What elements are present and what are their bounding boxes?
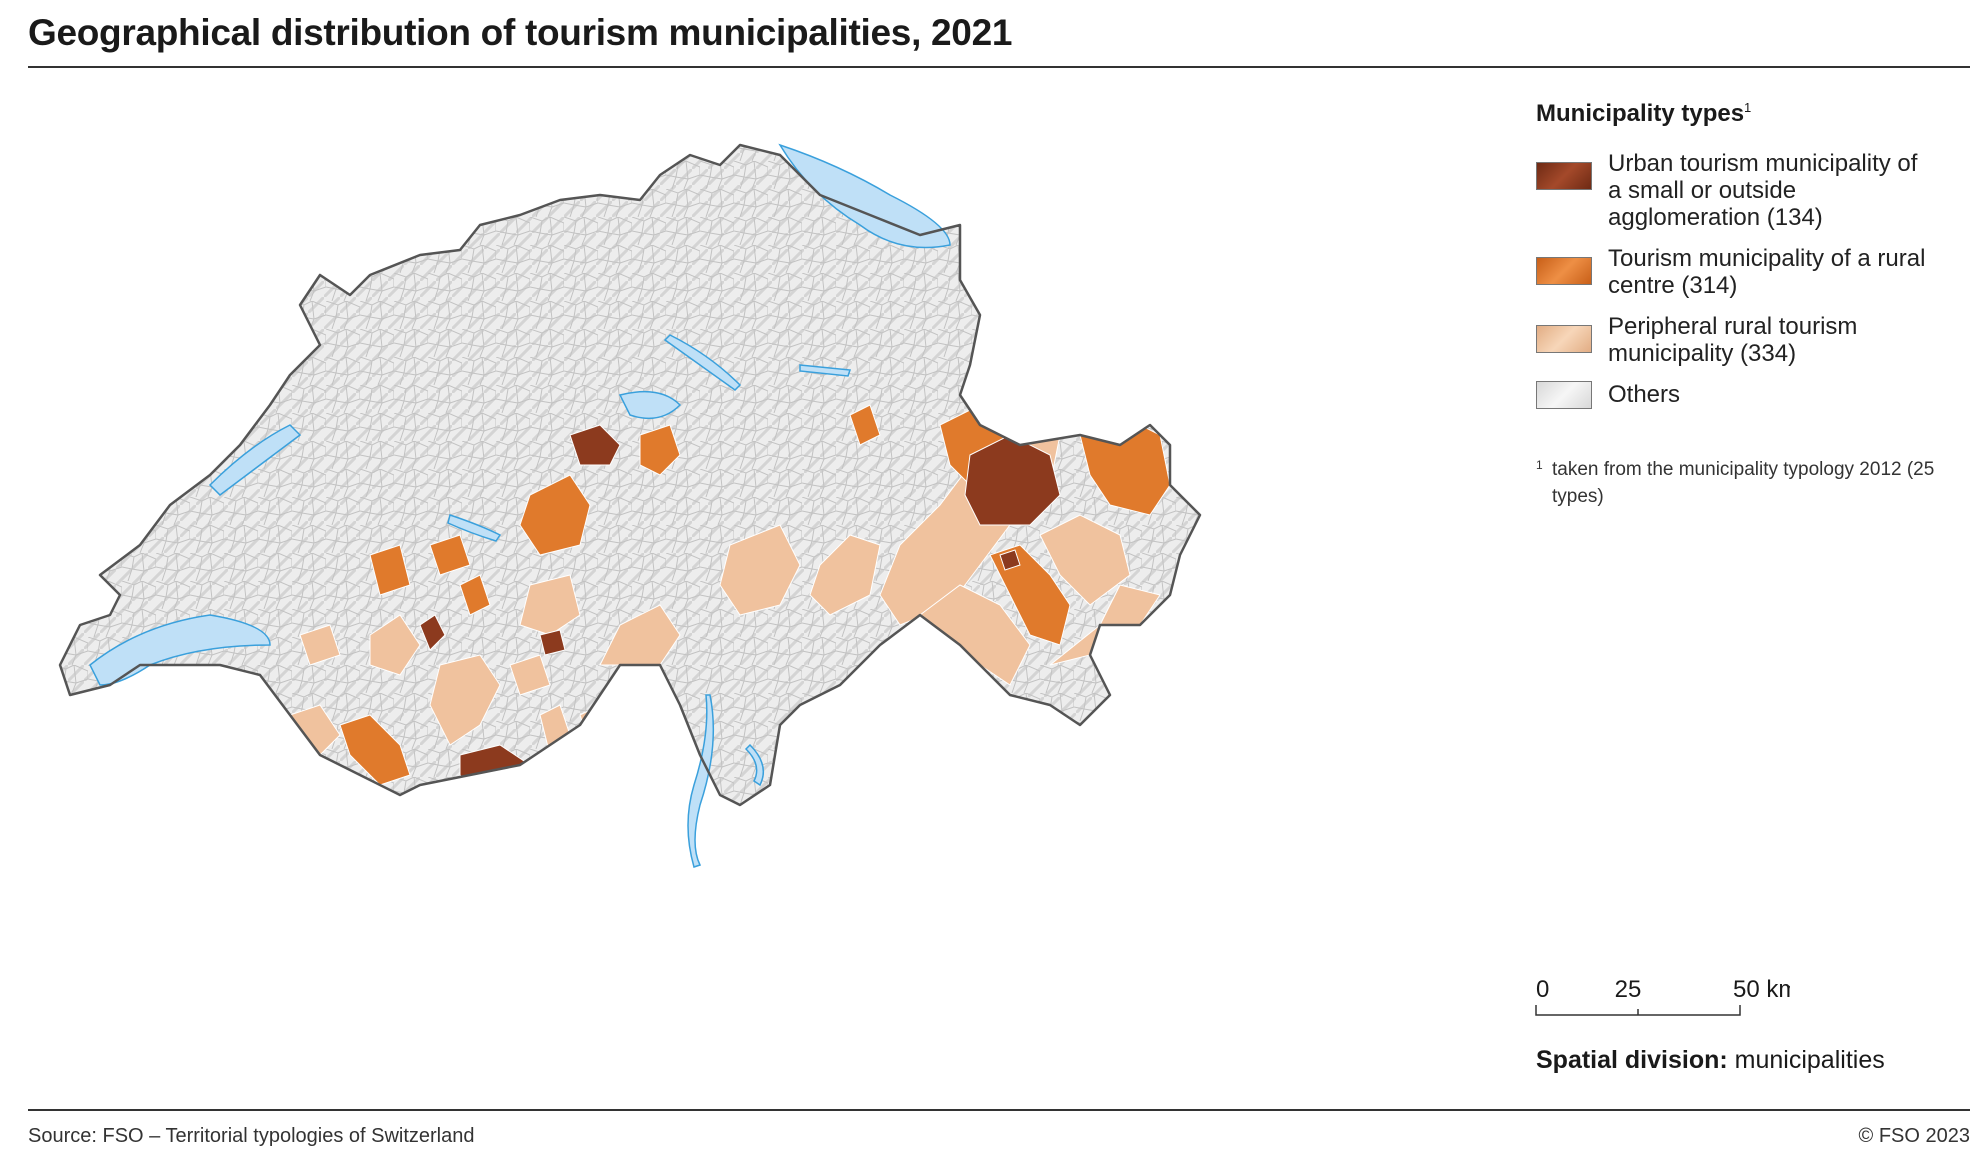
tourism-peripheral-areas [289, 404, 1161, 756]
legend-item-peripheral: Peripheral rural tourism municipality (3… [1536, 313, 1976, 367]
lake-thun [447, 514, 502, 542]
lake-neuchatel [208, 424, 302, 496]
switzerland-map [58, 143, 1202, 868]
national-border [58, 143, 1202, 807]
footnote-text: taken from the municipality typology 201… [1552, 459, 1935, 507]
source-note: Source: FSO – Territorial typologies of … [28, 1125, 475, 1147]
lake-walen [799, 364, 852, 377]
tourism-rural-centre-areas [339, 404, 1171, 786]
footnote-mark: 1 [1536, 458, 1543, 472]
scale-label-50: 50 km [1733, 976, 1790, 1003]
scale-label-0: 0 [1536, 976, 1549, 1003]
spatial-division: Spatial division: municipalities [1536, 1046, 1885, 1075]
scale-bar: 0 25 50 km [1535, 976, 1790, 1016]
footer-divider [28, 1109, 1970, 1111]
legend-item-urban: Urban tourism municipality of a small or… [1536, 150, 1976, 231]
legend-label-rural-centre: Tourism municipality of a rural centre (… [1608, 245, 1926, 299]
lake-zurich [663, 334, 742, 391]
scale-label-25: 25 [1615, 976, 1642, 1003]
legend-swatch-peripheral [1536, 325, 1592, 353]
map-title: Geographical distribution of tourism mun… [28, 12, 1013, 53]
copyright: © FSO 2023 [1858, 1125, 1970, 1147]
lake-maggiore [687, 694, 715, 868]
legend-title: Municipality types1 [1536, 100, 1752, 127]
legend-label-peripheral: Peripheral rural tourism municipality (3… [1608, 313, 1858, 367]
legend-swatch-rural-centre [1536, 257, 1592, 285]
title-divider [28, 66, 1970, 68]
legend: Municipality types1 Urban tourism munici… [1536, 100, 1976, 423]
lake-lugano [744, 743, 765, 787]
scale-line [1535, 1005, 1741, 1016]
legend-item-rural-centre: Tourism municipality of a rural centre (… [1536, 245, 1976, 299]
legend-swatch-urban [1536, 162, 1592, 190]
legend-label-urban: Urban tourism municipality of a small or… [1608, 150, 1918, 231]
legend-label-others: Others [1608, 381, 1681, 408]
lake-constance [778, 143, 951, 249]
spatial-division-value: municipalities [1734, 1046, 1885, 1074]
legend-item-others: Others [1536, 381, 1976, 409]
legend-footnote: 1 taken from the municipality typology 2… [1536, 456, 1956, 510]
legend-swatch-others [1536, 381, 1592, 409]
lake-lucerne [618, 390, 682, 420]
spatial-division-label: Spatial division: [1536, 1046, 1728, 1074]
